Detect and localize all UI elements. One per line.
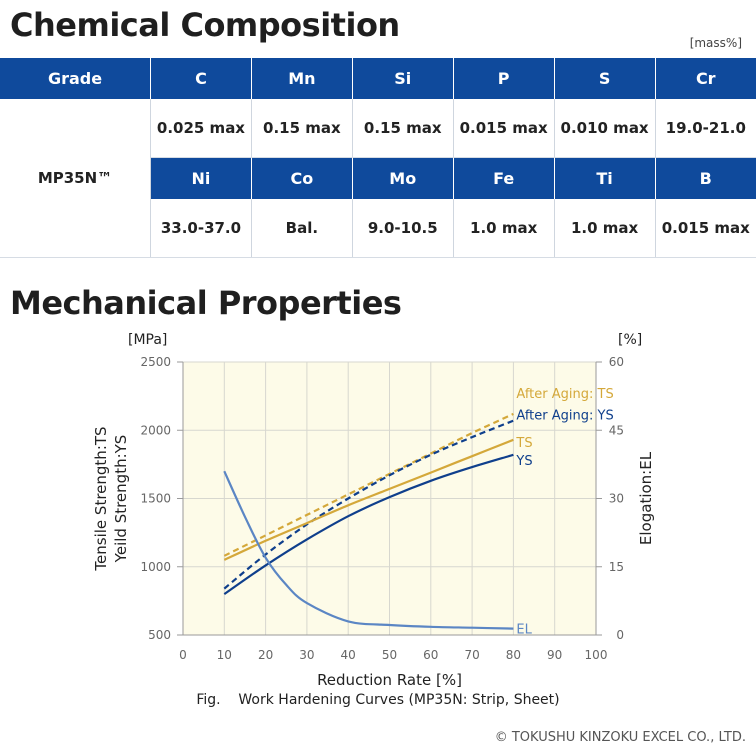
element-value: 0.15 max <box>352 99 454 158</box>
element-header: Fe <box>453 157 555 199</box>
element-header: Ni <box>150 157 252 199</box>
series-label: TS <box>515 436 532 451</box>
element-value: 0.015 max <box>655 199 756 258</box>
element-header: Cr <box>655 58 756 99</box>
x-tick-label: 10 <box>217 648 232 662</box>
y-axis-label-left: Tensile Strength:TS <box>92 426 110 571</box>
element-value: 0.15 max <box>251 99 353 158</box>
table-header-row: Ni Co Mo Fe Ti B <box>0 157 756 199</box>
x-axis-label: Reduction Rate [%] <box>317 671 462 688</box>
y-tick-label-right: 15 <box>609 560 624 574</box>
series-label: YS <box>515 454 532 469</box>
composition-title: Chemical Composition <box>10 6 400 44</box>
element-value: 0.025 max <box>150 99 252 158</box>
element-header: Si <box>352 58 454 99</box>
x-tick-label: 70 <box>464 648 479 662</box>
element-value: 0.010 max <box>554 99 656 158</box>
grade-header: Grade <box>0 58 151 99</box>
element-value: 1.0 max <box>453 199 555 258</box>
element-header: P <box>453 58 555 99</box>
y-tick-label-left: 1500 <box>140 492 171 506</box>
mechanical-title: Mechanical Properties <box>10 284 402 322</box>
element-value: 0.015 max <box>453 99 555 158</box>
y-axis-label-left: Yeild Strength:YS <box>112 435 130 564</box>
element-header: S <box>554 58 656 99</box>
y-unit-left: [MPa] <box>128 332 167 348</box>
series-line-el <box>223 470 514 630</box>
series-label: EL <box>516 623 532 638</box>
y-tick-label-left: 2000 <box>140 423 171 437</box>
element-value: 19.0-21.0 <box>655 99 756 158</box>
x-tick-label: 100 <box>585 648 608 662</box>
element-header: Co <box>251 157 353 199</box>
y-tick-label-left: 2500 <box>140 355 171 369</box>
y-tick-label-left: 500 <box>148 628 171 642</box>
y-tick-label-right: 30 <box>609 492 624 506</box>
x-tick-label: 50 <box>382 648 397 662</box>
element-value: 1.0 max <box>554 199 656 258</box>
y-axis-label-right: Elogation:EL <box>637 451 655 545</box>
element-header: Mn <box>251 58 353 99</box>
y-tick-label-right: 45 <box>609 423 624 437</box>
element-header: Mo <box>352 157 454 199</box>
x-tick-label: 40 <box>341 648 356 662</box>
work-hardening-chart: 0 10 20 30 40 50 60 70 80 90 100 500 1000 1500 2000 250… <box>92 332 655 688</box>
x-tick-label: 20 <box>258 648 273 662</box>
composition-table: Grade C Mn Si P S Cr MP35N™ 0.025 max 0.… <box>0 58 756 258</box>
y-unit-right: [%] <box>618 332 642 348</box>
x-tick-label: 30 <box>299 648 314 662</box>
y-tick-label-right: 60 <box>609 355 624 369</box>
x-tick-label: 60 <box>423 648 438 662</box>
element-header: B <box>655 157 756 199</box>
series-label: After Aging: TS <box>516 387 613 402</box>
y-tick-label-left: 1000 <box>140 560 171 574</box>
y-tick-label-right: 0 <box>616 628 624 642</box>
element-header: C <box>150 58 252 99</box>
figure-caption: Fig. Work Hardening Curves (MP35N: Strip… <box>196 692 560 708</box>
element-value: 9.0-10.5 <box>352 199 454 258</box>
x-tick-label: 80 <box>506 648 521 662</box>
series-label: After Aging: YS <box>516 409 613 424</box>
element-header: Ti <box>554 157 656 199</box>
x-tick-label: 0 <box>179 648 187 662</box>
element-value: Bal. <box>251 199 353 258</box>
table-row: MP35N™ 0.025 max 0.15 max 0.15 max 0.015… <box>0 99 756 258</box>
grade-name: MP35N™ <box>0 99 151 258</box>
element-value: 33.0-37.0 <box>150 199 252 258</box>
table-row: 33.0-37.0 Bal. 9.0-10.5 1.0 max 1.0 max … <box>0 199 756 258</box>
unit-note: [mass%] <box>689 36 742 50</box>
copyright: © TOKUSHU KINZOKU EXCEL CO., LTD. <box>494 730 746 745</box>
table-header-row: Grade C Mn Si P S Cr <box>0 58 756 99</box>
x-tick-label: 90 <box>547 648 562 662</box>
series-line-after-aging-ts <box>223 412 514 557</box>
series-line-ts <box>223 438 514 561</box>
